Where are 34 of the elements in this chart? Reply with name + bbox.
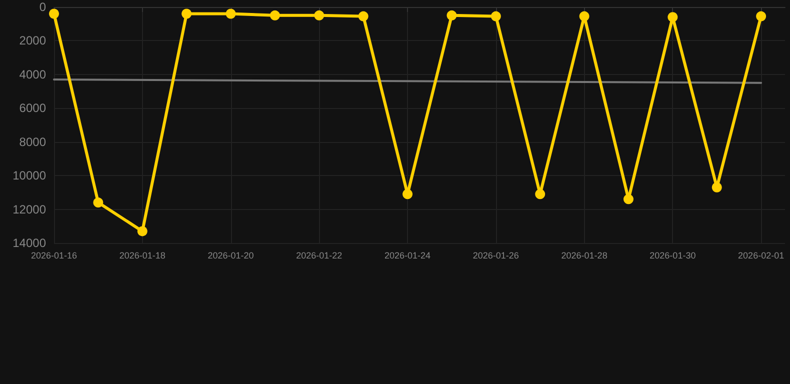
x-tick-label: 2026-01-22	[296, 250, 342, 260]
y-tick-label: 12000	[12, 202, 46, 216]
point	[137, 226, 148, 236]
x-tick-label: 2026-01-30	[650, 250, 696, 260]
x-tick-label: 2026-01-28	[561, 250, 608, 260]
point	[314, 10, 324, 20]
y-tick-label: 0	[39, 0, 46, 14]
point	[712, 182, 722, 192]
x-tick-label: 2026-01-24	[384, 250, 431, 260]
point	[668, 12, 678, 22]
point	[446, 10, 457, 20]
y-tick-label: 8000	[19, 134, 46, 149]
x-tick-label: 2026-02-01	[738, 250, 784, 260]
y-tick-label: 2000	[19, 34, 46, 48]
y-tick-label: 14000	[12, 236, 46, 250]
point	[624, 194, 634, 204]
point	[756, 11, 766, 22]
y-tick-label: 10000	[12, 168, 46, 183]
x-tick-label: 2026-01-18	[119, 250, 166, 260]
point	[535, 189, 546, 200]
x-tick-label: 2026-01-16	[30, 250, 78, 260]
point	[358, 11, 368, 22]
y-tick-label: 6000	[19, 101, 46, 116]
point	[402, 189, 413, 200]
x-tick-label: 2026-01-20	[208, 250, 254, 260]
y-tick-label: 4000	[19, 67, 46, 82]
point	[579, 11, 590, 22]
point	[226, 8, 236, 19]
point	[182, 8, 192, 19]
point	[270, 10, 280, 20]
point	[49, 8, 59, 19]
point	[490, 11, 501, 22]
x-tick-label: 2026-01-26	[472, 250, 519, 260]
point	[93, 198, 104, 208]
